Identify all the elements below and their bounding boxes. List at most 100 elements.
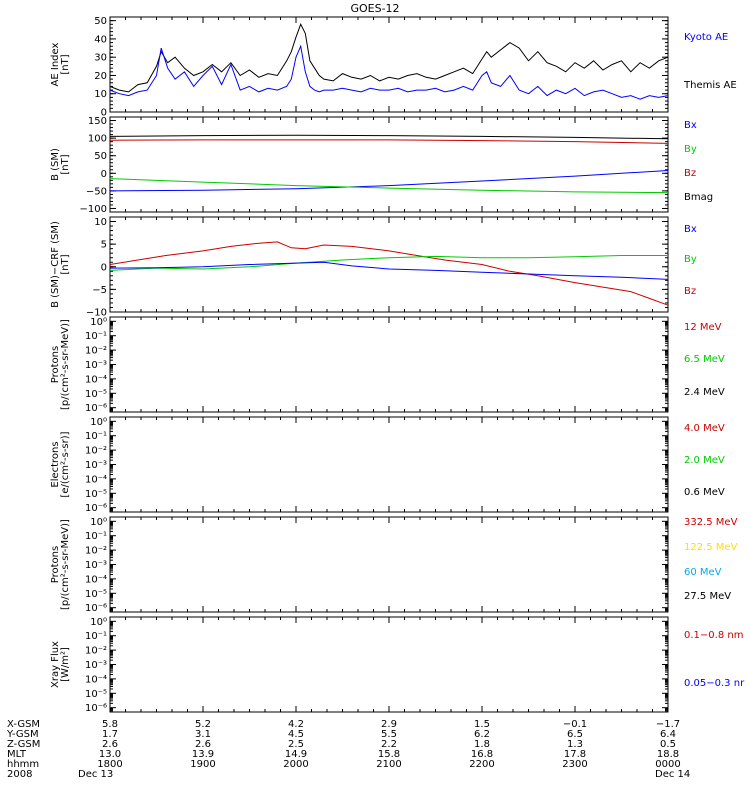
legend-entry: 27.5 MeV bbox=[684, 591, 731, 602]
y-axis-label: Electrons bbox=[50, 441, 61, 487]
y-tick-label: 10⁻⁴ bbox=[85, 474, 107, 485]
y-tick-label: 10⁻⁴ bbox=[85, 374, 107, 385]
legend-entry: 0.05−0.3 nr bbox=[684, 678, 745, 689]
series-line-bx bbox=[109, 170, 669, 192]
y-axis-label: [nT] bbox=[60, 154, 71, 174]
chart-title: GOES-12 bbox=[350, 2, 399, 15]
panel-electrons: 10⁰ 10⁻¹ 10⁻² 10⁻³ 10⁻⁴ 10⁻⁵ 10⁻⁶ Electrons [e/(… bbox=[50, 416, 725, 514]
y-tick-label: 0 bbox=[101, 262, 107, 273]
y-tick-label: 10⁰ bbox=[90, 617, 107, 628]
x-axis-value: 16.8 bbox=[471, 749, 493, 760]
y-axis-label: [p/(cm²-s-sr-MeV)] bbox=[60, 319, 71, 410]
x-axis-value: 1.5 bbox=[474, 719, 490, 730]
panel-frame bbox=[109, 116, 669, 213]
y-tick-label: 10⁻¹ bbox=[85, 531, 107, 542]
x-axis-value: 1.7 bbox=[102, 729, 118, 740]
x-row-label: Z-GSM bbox=[7, 739, 40, 750]
y-tick-label: 20 bbox=[94, 71, 107, 82]
x-axis-value: 17.8 bbox=[564, 749, 586, 760]
y-tick-label: 10⁻² bbox=[85, 346, 107, 357]
series-line-themis-ae bbox=[109, 23, 669, 93]
panel-frame bbox=[109, 416, 669, 513]
series-line-bmag bbox=[109, 134, 669, 140]
y-axis-label: AE Index bbox=[50, 42, 61, 86]
legend-entry: 2.4 MeV bbox=[684, 387, 725, 398]
x-axis-value: 0.5 bbox=[660, 739, 676, 750]
x-axis-value: 1.8 bbox=[474, 739, 490, 750]
x-axis-value: 18.8 bbox=[657, 749, 679, 760]
x-axis-value: 6.5 bbox=[567, 729, 583, 740]
x-axis-value: 5.8 bbox=[102, 719, 118, 730]
y-tick-label: 10⁻² bbox=[85, 446, 107, 457]
y-tick-label: 10⁻⁵ bbox=[85, 489, 107, 500]
x-row-label: Y-GSM bbox=[6, 729, 39, 740]
y-axis-label: B (SM)−CRF (SM) bbox=[50, 221, 61, 308]
x-axis-value: Dec 13 bbox=[78, 769, 113, 780]
panel-b-sm: −100 −50 0 50 100 150 B (SM) [nT] Bx By Bz Bmag bbox=[50, 116, 713, 215]
y-tick-label: 10⁻¹ bbox=[85, 631, 107, 642]
legend-entry: 0.1−0.8 nm bbox=[684, 630, 743, 641]
y-tick-label: 0 bbox=[101, 108, 107, 119]
x-axis-value: 14.9 bbox=[285, 749, 307, 760]
y-tick-label: 10 bbox=[94, 217, 107, 228]
y-tick-label: 10⁻⁵ bbox=[85, 689, 107, 700]
y-tick-label: 10⁻⁴ bbox=[85, 574, 107, 585]
y-tick-label: 100 bbox=[88, 134, 107, 145]
legend-entry: Bx bbox=[684, 224, 697, 235]
y-tick-label: 10⁻⁵ bbox=[85, 389, 107, 400]
legend-entry: Themis AE bbox=[683, 80, 737, 91]
panel-protons-2: 10⁰ 10⁻¹ 10⁻² 10⁻³ 10⁻⁴ 10⁻⁵ 10⁻⁶ Protons [p/(cm… bbox=[50, 516, 738, 614]
x-row-label: 2008 bbox=[7, 769, 32, 780]
x-axis-value: 2100 bbox=[376, 759, 401, 770]
legend-entry: Bx bbox=[684, 120, 697, 131]
x-axis-value: 3.1 bbox=[195, 729, 211, 740]
y-tick-label: 10 bbox=[94, 89, 107, 100]
x-axis-value: 4.5 bbox=[288, 729, 304, 740]
legend-entry: 60 MeV bbox=[684, 567, 722, 578]
y-tick-label: 10⁻² bbox=[85, 646, 107, 657]
panel-xray: 10⁰ 10⁻¹ 10⁻² 10⁻³ 10⁻⁴ 10⁻⁵ 10⁻⁶ Xray Flux [W/m… bbox=[50, 616, 745, 714]
legend-entry: Bz bbox=[684, 168, 696, 179]
x-axis-value: 2200 bbox=[469, 759, 494, 770]
x-row-label: MLT bbox=[7, 749, 27, 760]
x-axis-value: 6.4 bbox=[660, 729, 676, 740]
y-axis-label: Protons bbox=[50, 546, 61, 583]
y-axis-label: [e/(cm²-s-sr)] bbox=[60, 431, 71, 497]
x-axis-value: 2.6 bbox=[102, 739, 118, 750]
y-axis-label: Protons bbox=[50, 346, 61, 383]
series-line-kyoto-ae bbox=[109, 44, 669, 100]
x-axis-value: 2300 bbox=[562, 759, 587, 770]
x-row-label: hhmm bbox=[7, 759, 39, 770]
x-axis-value: 5.2 bbox=[195, 719, 211, 730]
panel-frame bbox=[109, 516, 669, 613]
y-axis-label: [nT] bbox=[60, 54, 71, 74]
y-tick-label: 10⁰ bbox=[90, 517, 107, 528]
y-tick-label: 10⁻² bbox=[85, 546, 107, 557]
x-axis-value: 2.5 bbox=[288, 739, 304, 750]
panel-b-crf: −10 −5 0 5 10 B (SM)−CRF (SM) [nT] Bx By Bz bbox=[50, 216, 697, 319]
series-line-by bbox=[109, 178, 669, 194]
y-tick-label: 10⁻³ bbox=[85, 460, 107, 471]
y-tick-label: 10⁻⁶ bbox=[85, 703, 107, 714]
x-axis-value: 13.0 bbox=[99, 749, 121, 760]
y-tick-label: 10⁻³ bbox=[85, 660, 107, 671]
x-row-label: X-GSM bbox=[7, 719, 40, 730]
y-tick-label: 10⁻³ bbox=[85, 560, 107, 571]
panel-frame bbox=[109, 16, 669, 113]
y-tick-label: 10⁰ bbox=[90, 317, 107, 328]
y-tick-label: 50 bbox=[94, 151, 107, 162]
y-axis-label: Xray Flux bbox=[50, 641, 61, 688]
y-axis-label: [W/m²] bbox=[60, 647, 71, 682]
legend-entry: 6.5 MeV bbox=[684, 354, 725, 365]
x-axis-value: 5.5 bbox=[381, 729, 397, 740]
legend-entry: 12 MeV bbox=[684, 322, 722, 333]
y-tick-label: 10⁰ bbox=[90, 417, 107, 428]
y-tick-label: 10⁻³ bbox=[85, 360, 107, 371]
panel-frame bbox=[109, 616, 669, 713]
legend-entry: 2.0 MeV bbox=[684, 455, 725, 466]
legend-entry: By bbox=[684, 144, 697, 155]
y-tick-label: 10⁻¹ bbox=[85, 331, 107, 342]
y-tick-label: −50 bbox=[86, 186, 107, 197]
y-tick-label: −100 bbox=[80, 204, 107, 215]
